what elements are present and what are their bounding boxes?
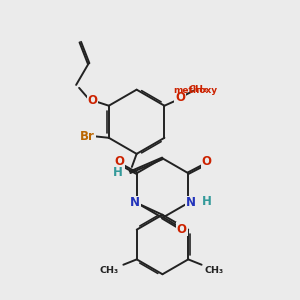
Text: H: H — [113, 166, 122, 179]
Text: N: N — [130, 196, 140, 209]
Text: O: O — [202, 155, 212, 168]
Text: O: O — [177, 223, 187, 236]
Text: methoxy: methoxy — [173, 86, 218, 95]
Text: Br: Br — [80, 130, 95, 143]
Text: CH₃: CH₃ — [100, 266, 119, 274]
Text: O: O — [175, 91, 185, 104]
Text: O: O — [88, 94, 98, 107]
Text: O: O — [114, 155, 124, 168]
Text: H: H — [202, 195, 212, 208]
Text: CH₃: CH₃ — [189, 85, 208, 94]
Text: CH₃: CH₃ — [205, 266, 224, 274]
Text: N: N — [186, 196, 196, 209]
